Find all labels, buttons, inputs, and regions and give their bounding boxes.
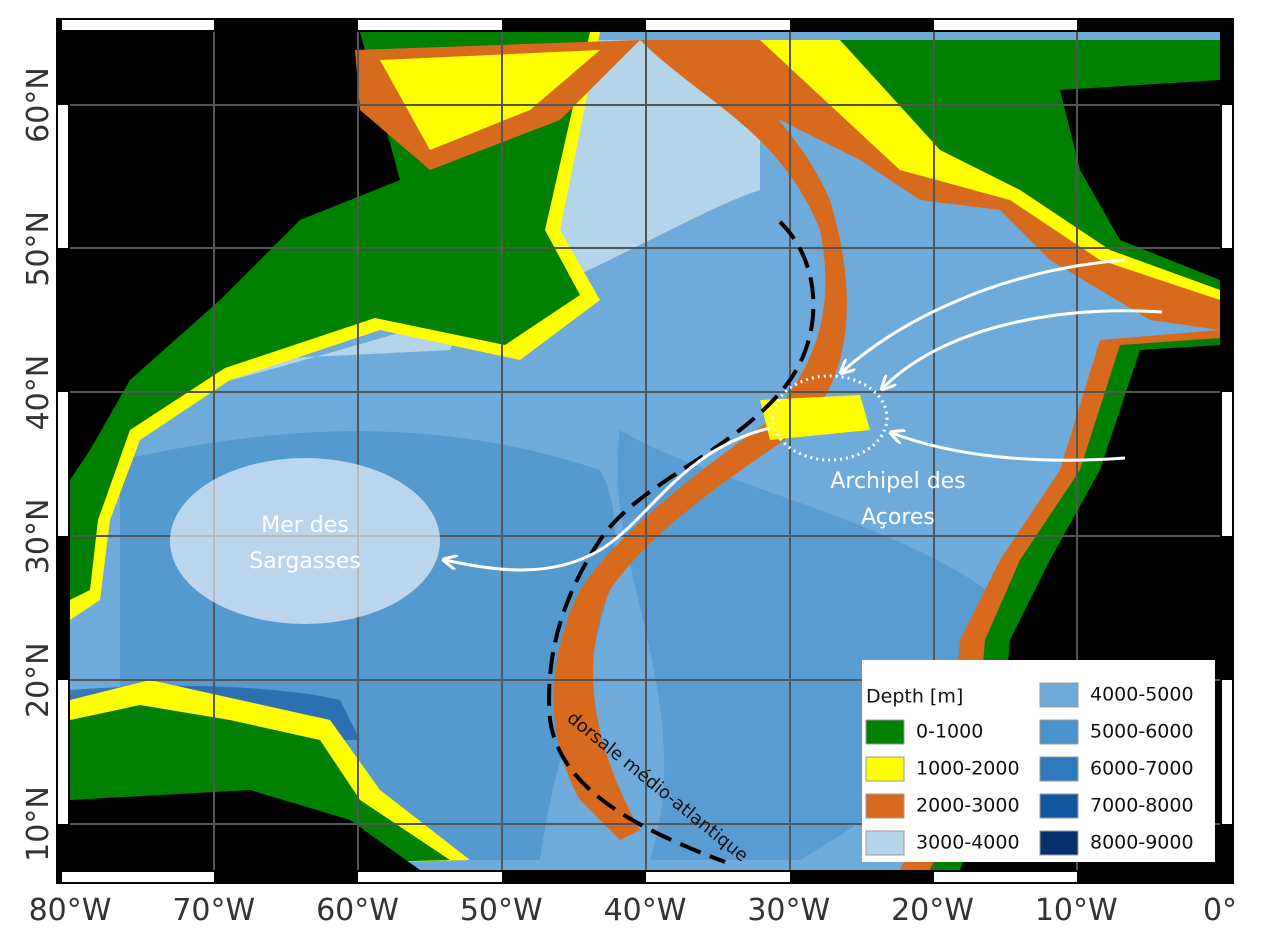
legend-swatch	[1039, 793, 1079, 819]
azores-plateau	[760, 395, 870, 440]
legend-swatch	[1039, 830, 1079, 856]
y-tick-label: 50°N	[21, 211, 56, 287]
y-tick-label: 30°N	[21, 499, 56, 575]
legend-swatch	[865, 719, 905, 745]
azores-label: Açores	[861, 505, 935, 530]
x-tick-label: 10°W	[1035, 893, 1118, 928]
current-arrows	[445, 258, 1163, 572]
y-tick-label: 20°N	[21, 642, 56, 718]
eu-land	[1060, 80, 1220, 280]
azores-label: Archipel des	[830, 469, 965, 494]
legend: Depth [m] 0-1000 1000-2000 2000-3000 3000-4…	[862, 660, 1215, 862]
legend-label: 8000-9000	[1090, 832, 1194, 854]
frame-ticks	[58, 20, 1232, 882]
sargasso-label: Sargasses	[249, 549, 360, 574]
sa-land	[70, 790, 420, 870]
legend-title: Depth [m]	[866, 686, 963, 708]
x-tick-label: 80°W	[29, 893, 112, 928]
x-axis-labels: 80°W 70°W 60°W 50°W 40°W 30°W 20°W 10°W 0°	[29, 893, 1237, 928]
legend-swatch	[1039, 756, 1079, 782]
legend-label: 0-1000	[916, 721, 983, 743]
legend-label: 1000-2000	[916, 758, 1020, 780]
y-tick-label: 10°N	[21, 786, 56, 862]
x-tick-label: 40°W	[604, 893, 687, 928]
legend-swatch	[1039, 682, 1079, 708]
x-tick-label: 70°W	[172, 893, 255, 928]
y-axis-labels: 60°N 50°N 40°N 30°N 20°N 10°N	[21, 67, 56, 862]
legend-box	[862, 660, 1215, 862]
x-tick-label: 20°W	[891, 893, 974, 928]
legend-swatch	[865, 793, 905, 819]
legend-swatch	[865, 756, 905, 782]
x-tick-label: 30°W	[747, 893, 830, 928]
legend-label: 5000-6000	[1090, 721, 1194, 743]
shallow-basin	[70, 40, 760, 420]
legend-label: 4000-5000	[1090, 684, 1194, 706]
x-tick-label: 50°W	[460, 893, 543, 928]
ridge-line	[547, 220, 816, 864]
legend-swatch	[865, 830, 905, 856]
x-tick-label: 0°	[1203, 893, 1237, 928]
legend-label: 2000-3000	[916, 795, 1020, 817]
sargasso-ellipse	[170, 458, 440, 624]
ridge-band	[553, 40, 847, 840]
y-tick-label: 40°N	[21, 355, 56, 431]
legend-swatch	[1039, 719, 1079, 745]
legend-label: 6000-7000	[1090, 758, 1194, 780]
na-land	[70, 32, 400, 480]
y-tick-label: 60°N	[21, 67, 56, 143]
azores-circle	[771, 374, 889, 462]
greenland-shelf-2	[380, 50, 600, 150]
x-tick-label: 60°W	[316, 893, 399, 928]
legend-label: 3000-4000	[916, 832, 1020, 854]
legend-label: 7000-8000	[1090, 795, 1194, 817]
sargasso-label: Mer des	[261, 513, 349, 538]
